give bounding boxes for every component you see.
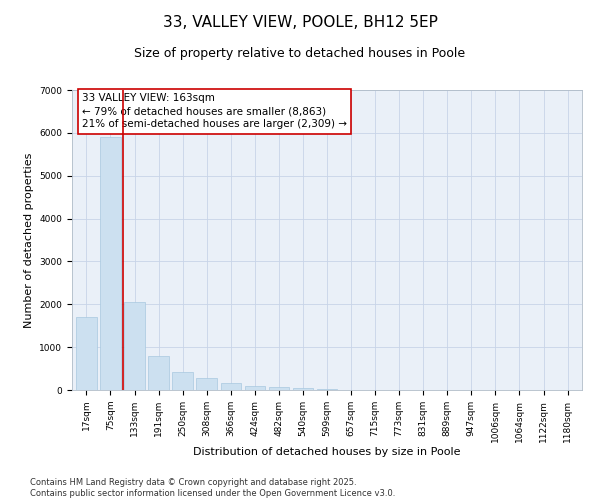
Bar (269, 387, 289, 390)
Bar (317, 388, 337, 390)
Text: Size of property relative to detached houses in Poole: Size of property relative to detached ho… (134, 48, 466, 60)
Text: 33 VALLEY VIEW: 163sqm
← 79% of detached houses are smaller (8,863)
21% of semi-: 33 VALLEY VIEW: 163sqm ← 79% of detached… (82, 93, 347, 130)
Bar (293, 388, 313, 390)
Bar (100, 137, 121, 390)
Bar (196, 378, 217, 390)
Bar (148, 356, 169, 390)
Bar (245, 386, 265, 390)
Text: Contains HM Land Registry data © Crown copyright and database right 2025.
Contai: Contains HM Land Registry data © Crown c… (30, 478, 395, 498)
Bar (221, 382, 241, 390)
Text: 33, VALLEY VIEW, POOLE, BH12 5EP: 33, VALLEY VIEW, POOLE, BH12 5EP (163, 15, 437, 30)
Bar (172, 372, 193, 390)
Y-axis label: Number of detached properties: Number of detached properties (24, 152, 34, 328)
Bar (124, 302, 145, 390)
X-axis label: Distribution of detached houses by size in Poole: Distribution of detached houses by size … (193, 448, 461, 458)
Bar (76, 317, 97, 390)
